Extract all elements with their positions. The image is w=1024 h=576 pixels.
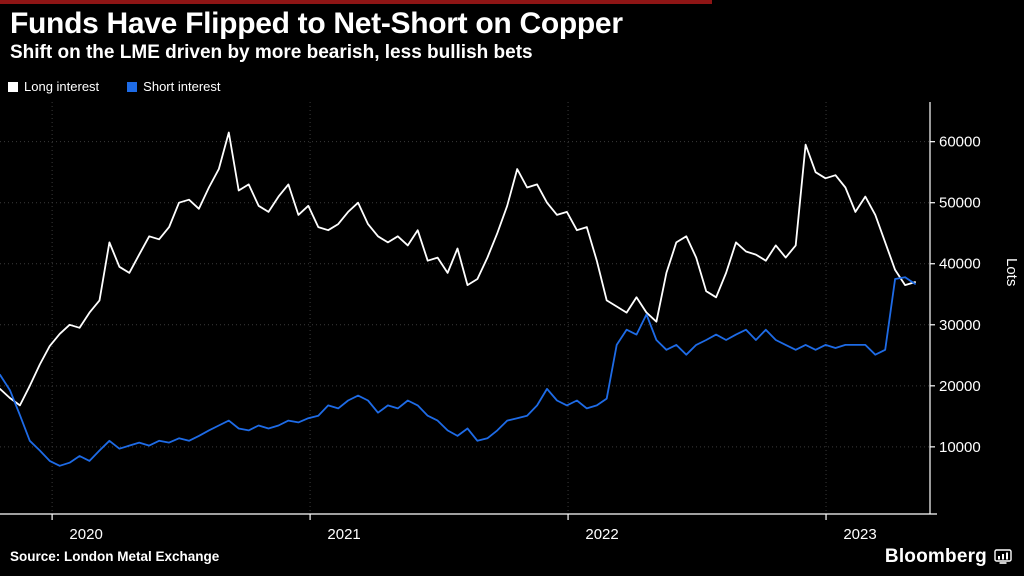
x-tick-label: 2022 (585, 526, 618, 543)
series-line-long-interest (0, 131, 916, 407)
legend-label-long: Long interest (24, 79, 100, 94)
bloomberg-chart-icon (994, 549, 1012, 564)
y-tick-label: 10000 (939, 439, 981, 456)
axes (0, 102, 937, 515)
legend-item-short: Short interest (127, 79, 221, 94)
y-axis-title: Lots (1003, 258, 1020, 287)
legend-swatch-long-icon (8, 81, 18, 92)
y-tick-label: 40000 (939, 256, 981, 273)
x-tick-label: 2020 (69, 526, 102, 543)
legend-item-long: Long interest (8, 79, 99, 94)
series-line-short-interest (0, 276, 916, 467)
y-tick-label: 30000 (939, 317, 981, 334)
source-note: Source: London Metal Exchange (10, 549, 220, 564)
top-accent-bar (0, 0, 712, 4)
x-tick-label: 2021 (327, 526, 360, 543)
legend-swatch-short-icon (127, 81, 138, 92)
x-tick-label: 2023 (843, 526, 876, 543)
bloomberg-logo: Bloomberg (885, 546, 1012, 568)
chart-title: Funds Have Flipped to Net-Short on Coppe… (10, 7, 623, 40)
x-axis-ticks: 2020 2021 2022 2023 (51, 514, 877, 543)
y-axis-ticks: 10000 20000 30000 40000 50000 60000 (930, 134, 981, 456)
chart-subtitle: Shift on the LME driven by more bearish,… (10, 42, 533, 63)
line-chart: 10000 20000 30000 40000 50000 60000 2020 2021 20… (0, 100, 1024, 545)
gridlines (0, 102, 930, 514)
y-tick-label: 50000 (939, 195, 981, 212)
legend-label-short: Short interest (143, 79, 221, 94)
y-tick-label: 20000 (939, 378, 981, 395)
bloomberg-wordmark: Bloomberg (884, 546, 987, 567)
legend: Long interest Short interest (8, 79, 221, 94)
y-tick-label: 60000 (939, 134, 981, 151)
